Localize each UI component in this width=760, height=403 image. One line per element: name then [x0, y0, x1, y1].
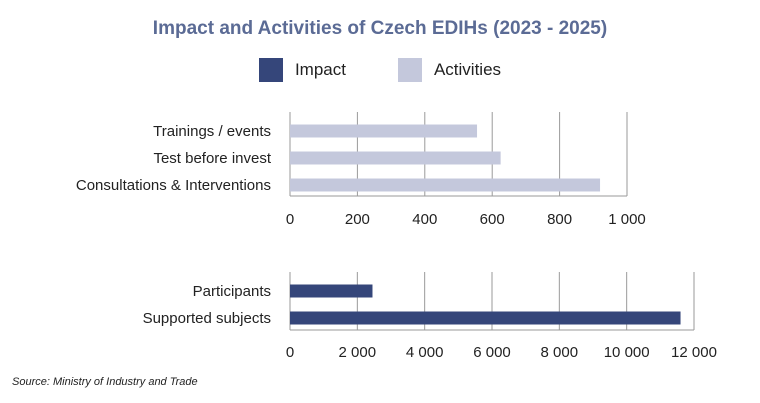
bar-0-0: [290, 124, 478, 138]
legend-label-activities: Activities: [433, 60, 502, 79]
x-tick-label-1-0: 0: [286, 344, 294, 361]
legend-swatch-impact: [258, 58, 283, 82]
bar-1-0: [290, 284, 373, 298]
x-tick-label-1-4: 8 000: [541, 344, 579, 361]
x-tick-label-1-1: 2 000: [339, 344, 377, 361]
bar-0-2: [290, 178, 601, 192]
legend-item-activities: Activities: [397, 58, 502, 82]
x-tick-label-1-6: 12 000: [671, 344, 717, 361]
legend: Impact Activities: [0, 58, 760, 82]
category-label-1-1: Supported subjects: [143, 310, 271, 327]
x-tick-label-1-5: 10 000: [604, 344, 650, 361]
chart-title: Impact and Activities of Czech EDIHs (20…: [152, 18, 608, 39]
x-tick-label-1-2: 4 000: [406, 344, 444, 361]
legend-item-impact: Impact: [258, 58, 346, 82]
category-label-0-0: Trainings / events: [153, 123, 271, 140]
x-tick-label-0-0: 0: [286, 211, 294, 228]
x-tick-label-0-4: 800: [547, 211, 572, 228]
bar-1-1: [290, 311, 681, 325]
source-note: Source: Ministry of Industry and Trade: [12, 376, 198, 388]
legend-label-impact: Impact: [294, 60, 346, 79]
category-label-0-2: Consultations & Interventions: [76, 177, 271, 194]
x-tick-label-0-1: 200: [345, 211, 370, 228]
legend-swatch-activities: [397, 58, 422, 82]
x-tick-label-1-3: 6 000: [473, 344, 511, 361]
category-label-0-1: Test before invest: [153, 150, 271, 167]
x-tick-label-0-3: 600: [480, 211, 505, 228]
x-tick-label-0-5: 1 000: [608, 211, 646, 228]
bar-0-1: [290, 151, 501, 165]
category-label-1-0: Participants: [193, 283, 271, 300]
x-tick-label-0-2: 400: [412, 211, 437, 228]
